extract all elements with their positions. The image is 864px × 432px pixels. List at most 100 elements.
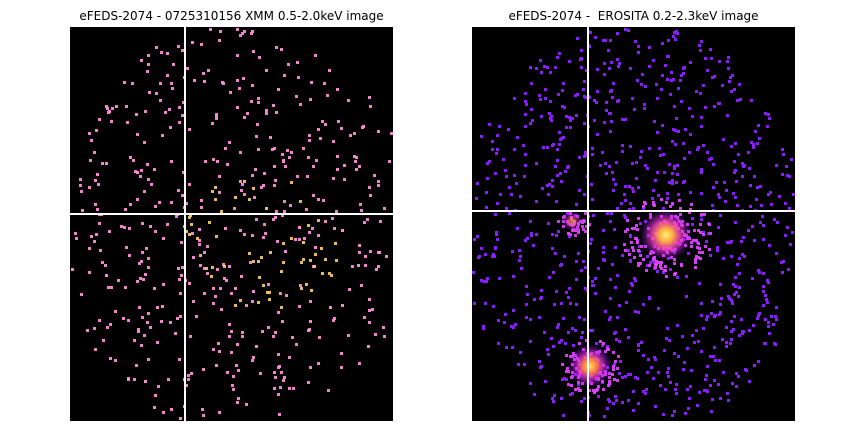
photon-event <box>281 320 284 323</box>
photon-event <box>170 160 173 163</box>
photon-event <box>668 163 671 166</box>
photon-event <box>750 141 753 144</box>
photon-event <box>764 294 767 297</box>
photon-event <box>661 74 664 77</box>
photon-event <box>747 229 750 232</box>
photon-event <box>377 184 380 187</box>
photon-event <box>775 318 778 321</box>
photon-event <box>257 97 260 100</box>
photon-event <box>675 383 678 386</box>
photon-event <box>648 46 651 49</box>
photon-event <box>634 279 637 282</box>
photon-event <box>224 147 227 150</box>
photon-event <box>308 134 311 137</box>
photon-event <box>646 167 649 170</box>
photon-event <box>243 233 246 236</box>
photon-event <box>146 163 149 166</box>
photon-event <box>309 366 312 369</box>
photon-event <box>772 323 775 326</box>
photon-event <box>235 364 238 367</box>
photon-event <box>529 66 532 69</box>
photon-event <box>699 92 702 95</box>
photon-event <box>161 305 164 308</box>
photon-event <box>154 205 157 208</box>
photon-event <box>720 297 723 300</box>
photon-event <box>355 156 358 159</box>
photon-event <box>284 165 287 168</box>
photon-event <box>538 360 541 363</box>
photon-event <box>218 39 221 42</box>
photon-event <box>689 133 692 136</box>
photon-event <box>283 74 286 77</box>
photon-event <box>675 392 678 395</box>
photon-event <box>526 293 529 296</box>
photon-event <box>106 326 109 329</box>
photon-event <box>274 179 277 182</box>
photon-event <box>268 298 271 301</box>
photon-event <box>558 341 561 344</box>
photon-event <box>637 45 640 48</box>
photon-event <box>597 385 600 388</box>
photon-event <box>672 128 675 131</box>
photon-event <box>321 120 324 123</box>
photon-event <box>158 201 161 204</box>
photon-event <box>710 312 713 315</box>
photon-event <box>727 295 730 298</box>
photon-event <box>614 246 617 249</box>
photon-event <box>712 355 715 358</box>
photon-event <box>689 61 692 64</box>
photon-event <box>664 265 667 268</box>
photon-event <box>700 116 703 119</box>
photon-event <box>498 277 501 280</box>
photon-event <box>780 261 783 264</box>
photon-event <box>631 227 634 230</box>
photon-event <box>606 407 609 410</box>
photon-event <box>626 228 629 231</box>
photon-event <box>731 382 734 385</box>
photon-event <box>668 339 671 342</box>
photon-event <box>262 284 265 287</box>
photon-event <box>616 379 619 382</box>
photon-event <box>553 394 556 397</box>
photon-event <box>666 55 669 58</box>
photon-event <box>274 376 277 379</box>
photon-event <box>299 200 302 203</box>
photon-event <box>187 378 190 381</box>
photon-event <box>168 108 171 111</box>
photon-event <box>568 60 571 63</box>
photon-event <box>149 326 152 329</box>
photon-event <box>205 267 208 270</box>
photon-event <box>505 346 508 349</box>
photon-event <box>193 79 196 82</box>
photon-event <box>228 141 231 144</box>
photon-event <box>539 98 542 101</box>
photon-event <box>241 32 244 35</box>
photon-event <box>484 302 487 305</box>
photon-event <box>324 220 327 223</box>
photon-event <box>179 417 182 420</box>
photon-event <box>716 246 719 249</box>
photon-event <box>610 61 613 64</box>
photon-event <box>524 153 527 156</box>
photon-event <box>641 73 644 76</box>
photon-event <box>324 258 327 261</box>
photon-event <box>241 183 244 186</box>
photon-event <box>313 265 316 268</box>
photon-event <box>745 369 748 372</box>
photon-event <box>688 151 691 154</box>
photon-event <box>273 387 276 390</box>
photon-event <box>752 146 755 149</box>
photon-event <box>689 208 692 211</box>
photon-event <box>553 303 556 306</box>
photon-event <box>774 315 777 318</box>
photon-event <box>239 299 242 302</box>
photon-event <box>147 257 150 260</box>
photon-event <box>93 327 96 330</box>
photon-event <box>535 200 538 203</box>
photon-event <box>275 46 278 49</box>
photon-event <box>574 388 577 391</box>
photon-event <box>561 105 564 108</box>
photon-event <box>713 105 716 108</box>
photon-event <box>743 255 746 258</box>
photon-event <box>567 370 570 373</box>
